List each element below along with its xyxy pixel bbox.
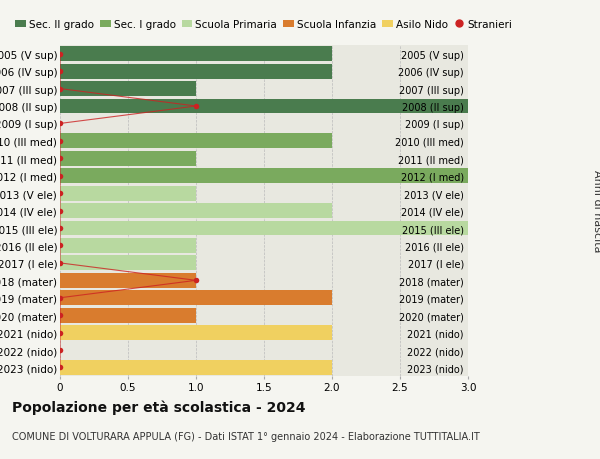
Bar: [60, 325, 332, 340]
Bar: [60, 308, 196, 323]
Bar: [60, 291, 332, 306]
Bar: [60, 221, 468, 236]
Bar: [60, 47, 332, 62]
Bar: [60, 256, 196, 271]
Legend: Sec. II grado, Sec. I grado, Scuola Primaria, Scuola Infanzia, Asilo Nido, Stran: Sec. II grado, Sec. I grado, Scuola Prim…: [11, 16, 517, 34]
Text: COMUNE DI VOLTURARA APPULA (FG) - Dati ISTAT 1° gennaio 2024 - Elaborazione TUTT: COMUNE DI VOLTURARA APPULA (FG) - Dati I…: [12, 431, 480, 442]
Text: Popolazione per età scolastica - 2024: Popolazione per età scolastica - 2024: [12, 399, 305, 414]
Bar: [60, 186, 196, 201]
Bar: [60, 151, 196, 166]
Bar: [60, 204, 332, 218]
Bar: [60, 169, 468, 184]
Bar: [60, 134, 332, 149]
Bar: [60, 239, 196, 253]
Bar: [60, 100, 468, 114]
Bar: [60, 65, 332, 79]
Bar: [60, 360, 332, 375]
Text: Anni di nascita: Anni di nascita: [592, 170, 600, 252]
Bar: [60, 82, 196, 97]
Bar: [60, 273, 196, 288]
